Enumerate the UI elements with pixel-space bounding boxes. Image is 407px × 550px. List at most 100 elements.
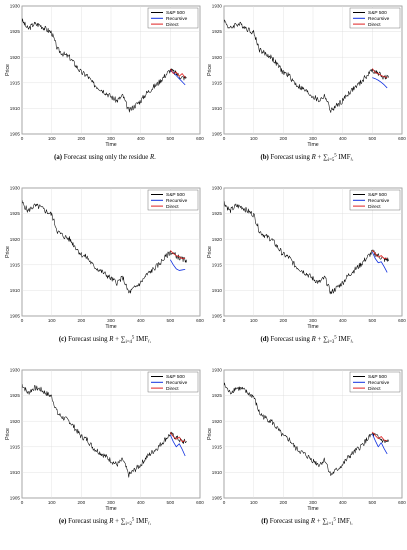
legend-entry: Recursive — [166, 380, 188, 386]
x-tick-label: 200 — [77, 136, 85, 141]
y-tick-label: 1910 — [10, 288, 21, 293]
y-axis-label: Price — [5, 246, 11, 258]
y-tick-label: 1915 — [10, 444, 21, 449]
x-tick-label: 100 — [48, 500, 56, 505]
x-tick-label: 200 — [279, 500, 287, 505]
x-tick-label: 100 — [250, 500, 258, 505]
x-tick-label: 400 — [137, 136, 145, 141]
series-line-direct — [372, 250, 388, 260]
y-tick-label: 1910 — [10, 470, 21, 475]
x-axis-label: Time — [307, 324, 318, 330]
y-tick-label: 1930 — [10, 186, 21, 191]
y-tick-label: 1920 — [212, 419, 223, 424]
legend-entry: S&P 500 — [166, 10, 185, 16]
legend-entry: Direct — [166, 22, 179, 28]
y-tick-label: 1925 — [10, 211, 21, 216]
y-tick-label: 1920 — [212, 55, 223, 60]
panel-caption: (b) Forecast using R + ∑i=55 IMFi. — [260, 153, 353, 163]
y-axis-label: Price — [207, 428, 213, 440]
y-axis-label: Price — [5, 64, 11, 76]
series-line-sp500 — [224, 382, 389, 476]
legend-entry: Recursive — [368, 198, 390, 204]
legend-entry: Recursive — [166, 198, 188, 204]
legend-entry: S&P 500 — [368, 10, 387, 16]
series-line-direct — [170, 432, 186, 443]
chart-panel-f: 0 100 200 300 400 500 600 1905 1910 1915 1920 1925 1… — [207, 368, 406, 527]
panel-caption: (f) Forecast using R + ∑i=15 IMFi. — [261, 517, 353, 527]
x-tick-label: 300 — [309, 136, 317, 141]
x-tick-label: 0 — [21, 318, 24, 323]
legend-entry: Direct — [166, 386, 179, 392]
legend-entry: S&P 500 — [368, 192, 387, 198]
x-tick-label: 0 — [223, 500, 226, 505]
x-tick-label: 400 — [339, 500, 347, 505]
series-line-direct — [372, 68, 388, 79]
x-tick-label: 0 — [223, 136, 226, 141]
x-tick-label: 600 — [196, 500, 204, 505]
x-tick-label: 100 — [250, 136, 258, 141]
x-tick-label: 500 — [166, 500, 174, 505]
x-tick-label: 300 — [107, 318, 115, 323]
y-tick-label: 1920 — [10, 55, 21, 60]
series-line-recursive — [169, 434, 186, 457]
x-tick-label: 300 — [309, 318, 317, 323]
y-tick-label: 1920 — [10, 419, 21, 424]
series-line-recursive — [371, 251, 388, 273]
x-tick-label: 100 — [48, 136, 56, 141]
y-tick-label: 1925 — [212, 211, 223, 216]
x-tick-label: 300 — [107, 500, 115, 505]
x-tick-label: 600 — [398, 136, 406, 141]
panel-caption: (a) Forecast using only the residue R. — [54, 154, 156, 161]
x-tick-label: 600 — [196, 136, 204, 141]
y-tick-label: 1930 — [212, 186, 223, 191]
y-tick-label: 1910 — [212, 106, 223, 111]
x-tick-label: 200 — [279, 318, 287, 323]
y-tick-label: 1915 — [10, 262, 21, 267]
y-tick-label: 1905 — [212, 314, 223, 319]
y-axis-label: Price — [207, 246, 213, 258]
legend-entry: Direct — [368, 22, 381, 28]
panel-caption: (c) Forecast using R + ∑i=45 IMFi. — [59, 335, 152, 345]
x-tick-label: 600 — [398, 500, 406, 505]
x-tick-label: 0 — [21, 500, 24, 505]
series-line-recursive — [169, 259, 186, 271]
y-tick-label: 1910 — [10, 106, 21, 111]
y-tick-label: 1915 — [212, 444, 223, 449]
chart-panel-b: 0 100 200 300 400 500 600 1905 1910 1915 1920 1925 1… — [207, 4, 406, 163]
x-tick-label: 100 — [48, 318, 56, 323]
x-axis-label: Time — [105, 324, 116, 330]
series-line-sp500 — [224, 201, 389, 295]
y-tick-label: 1915 — [212, 80, 223, 85]
legend-entry: Recursive — [166, 16, 188, 22]
legend-entry: Direct — [368, 204, 381, 210]
x-tick-label: 0 — [223, 318, 226, 323]
x-tick-label: 0 — [21, 136, 24, 141]
series-line-sp500 — [22, 18, 187, 113]
y-tick-label: 1925 — [10, 29, 21, 34]
legend-entry: S&P 500 — [368, 374, 387, 380]
x-tick-label: 200 — [77, 318, 85, 323]
x-tick-label: 500 — [166, 136, 174, 141]
y-tick-label: 1910 — [212, 470, 223, 475]
x-axis-label: Time — [307, 142, 318, 148]
series-line-recursive — [372, 77, 388, 89]
legend-entry: Direct — [166, 204, 179, 210]
y-tick-label: 1930 — [212, 4, 223, 9]
x-tick-label: 400 — [339, 136, 347, 141]
y-axis-label: Price — [5, 428, 11, 440]
legend-entry: Recursive — [368, 16, 390, 22]
y-tick-label: 1905 — [212, 496, 223, 501]
panel-caption: (d) Forecast using R + ∑i=35 IMFi. — [260, 335, 353, 345]
y-tick-label: 1930 — [10, 4, 21, 9]
chart-panel-c: 0 100 200 300 400 500 600 1905 1910 1915 1920 1925 1… — [5, 186, 204, 345]
x-tick-label: 500 — [166, 318, 174, 323]
y-tick-label: 1915 — [212, 262, 223, 267]
x-tick-label: 300 — [309, 500, 317, 505]
y-tick-label: 1905 — [212, 132, 223, 137]
series-line-sp500 — [224, 19, 389, 113]
y-tick-label: 1910 — [212, 288, 223, 293]
